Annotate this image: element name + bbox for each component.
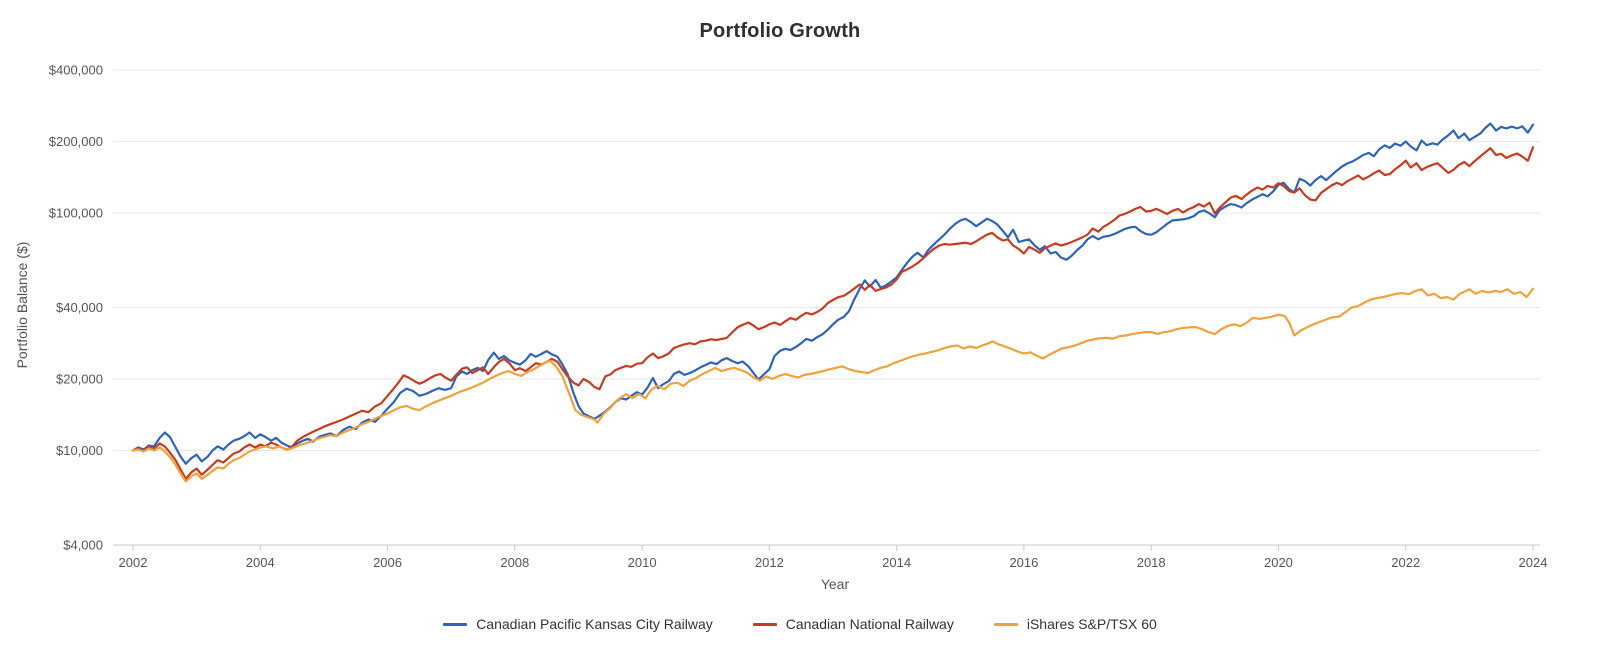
- x-tick-label: 2014: [882, 555, 911, 570]
- x-tick-label: 2018: [1137, 555, 1166, 570]
- legend-item-2[interactable]: Canadian National Railway: [752, 616, 954, 632]
- legend-dash-icon: [752, 622, 777, 626]
- series-line-3: [131, 287, 1535, 483]
- y-tick-label: $400,000: [49, 63, 103, 78]
- x-axis-label: Year: [820, 576, 850, 592]
- y-tick-label: $20,000: [56, 371, 103, 386]
- legend-label: iShares S&P/TSX 60: [1026, 616, 1157, 632]
- x-tick-label: 2008: [500, 555, 529, 570]
- legend-item-1[interactable]: Canadian Pacific Kansas City Railway: [443, 616, 713, 632]
- y-tick-label: $10,000: [56, 443, 103, 458]
- x-tick-label: 2002: [119, 555, 148, 570]
- y-tick-label: $200,000: [49, 134, 103, 149]
- legend: Canadian Pacific Kansas City Railway Cana…: [0, 616, 1600, 632]
- x-tick-label: 2006: [373, 555, 402, 570]
- x-tick-label: 2004: [246, 555, 275, 570]
- y-tick-label: $40,000: [56, 300, 103, 315]
- legend-item-3[interactable]: iShares S&P/TSX 60: [993, 616, 1157, 632]
- chart-title: Portfolio Growth: [699, 20, 861, 42]
- series-line-2: [131, 146, 1535, 480]
- legend-label: Canadian National Railway: [785, 616, 954, 632]
- series-line-1: [131, 122, 1535, 465]
- x-tick-label: 2010: [628, 555, 657, 570]
- x-tick-label: 2012: [755, 555, 784, 570]
- x-tick-label: 2016: [1009, 555, 1038, 570]
- y-tick-label: $100,000: [49, 205, 103, 220]
- y-tick-label: $4,000: [63, 538, 103, 553]
- x-tick-label: 2020: [1264, 555, 1293, 570]
- legend-dash-icon: [993, 622, 1018, 626]
- x-tick-label: 2024: [1519, 555, 1548, 570]
- legend-dash-icon: [443, 622, 468, 626]
- legend-label: Canadian Pacific Kansas City Railway: [476, 616, 713, 632]
- x-tick-label: 2022: [1391, 555, 1420, 570]
